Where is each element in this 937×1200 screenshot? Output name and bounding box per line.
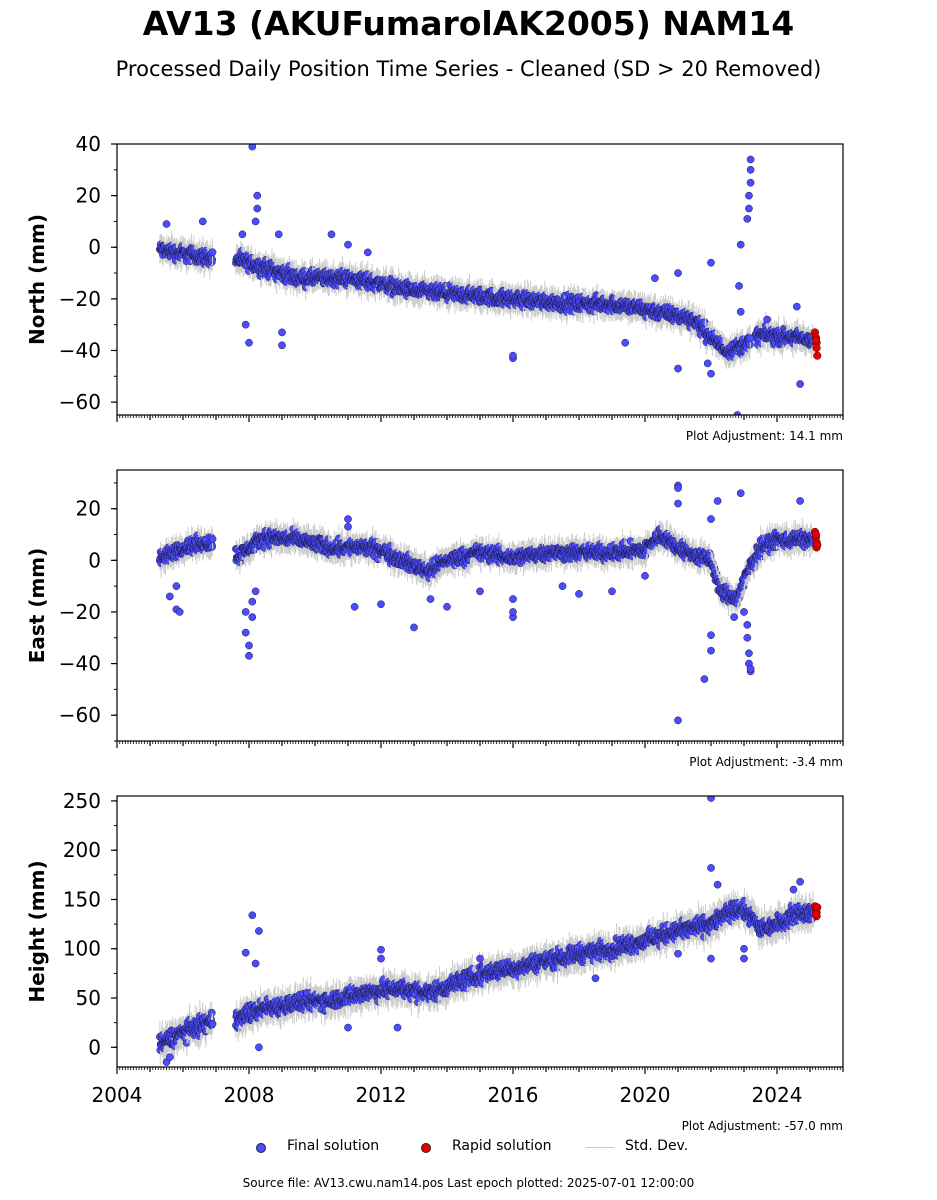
final-point-outlier: [509, 351, 517, 360]
final-point-outlier: [746, 178, 755, 187]
final-point-outlier: [248, 144, 257, 151]
final-point-outlier: [253, 191, 262, 200]
page-subtitle: Processed Daily Position Time Series - C…: [115, 57, 822, 81]
final-point-outlier: [651, 274, 659, 283]
final-point-outlier: [278, 328, 286, 337]
final-point-outlier: [746, 165, 755, 174]
final-point-outlier: [736, 307, 745, 316]
final-point-outlier: [707, 258, 715, 267]
panel-data-1: [156, 144, 822, 415]
final-point-outlier: [241, 320, 250, 329]
final-point-outlier: [162, 220, 171, 228]
final-point-outlier: [278, 341, 286, 350]
final-point-outlier: [198, 217, 207, 226]
final-point-outlier: [763, 315, 771, 324]
final-point-outlier: [745, 204, 753, 213]
final-point-outlier: [344, 240, 352, 249]
final-point-outlier: [621, 338, 630, 347]
y-tick-label: −20: [59, 287, 101, 311]
final-point-outlier: [245, 338, 253, 347]
final-point-outlier: [735, 282, 743, 290]
rapid-point: [812, 343, 821, 352]
final-point-outlier: [674, 364, 682, 373]
y-tick-label: 0: [88, 235, 101, 259]
final-point-outlier: [251, 217, 260, 226]
final-point-outlier: [327, 230, 336, 239]
final-point-outlier: [796, 380, 804, 388]
final-point-outlier: [363, 248, 372, 257]
y-tick-label: −60: [59, 390, 101, 414]
page-title: AV13 (AKUFumarolAK2005) NAM14: [142, 4, 795, 43]
final-point: [208, 248, 217, 257]
panel-1: 40 20 0 −20 −40 −60 North (mm) Plot Adjustment:…: [25, 132, 844, 443]
final-point-outlier: [238, 230, 247, 239]
y-tick-label: −40: [59, 338, 101, 362]
final-point-outlier: [792, 302, 801, 311]
final-point-outlier: [674, 269, 682, 277]
final-point-outlier: [274, 230, 283, 239]
final-point-outlier: [736, 240, 745, 249]
final-point-outlier: [253, 204, 262, 213]
rapid-point: [813, 351, 822, 360]
y-tick-label: 40: [76, 132, 101, 156]
y-axis-label: North (mm): [25, 214, 49, 345]
rapid-point: [811, 336, 820, 345]
final-point-outlier: [746, 155, 755, 164]
final-point-outlier: [745, 191, 753, 200]
plot-adjustment: Plot Adjustment: 14.1 mm: [686, 429, 843, 443]
final-point-outlier: [707, 369, 715, 378]
final-point-outlier: [703, 359, 712, 368]
final-point-outlier: [743, 214, 752, 223]
y-tick-label: 20: [76, 184, 101, 208]
panel-data-2: [156, 481, 822, 725]
final-point: [208, 535, 217, 543]
